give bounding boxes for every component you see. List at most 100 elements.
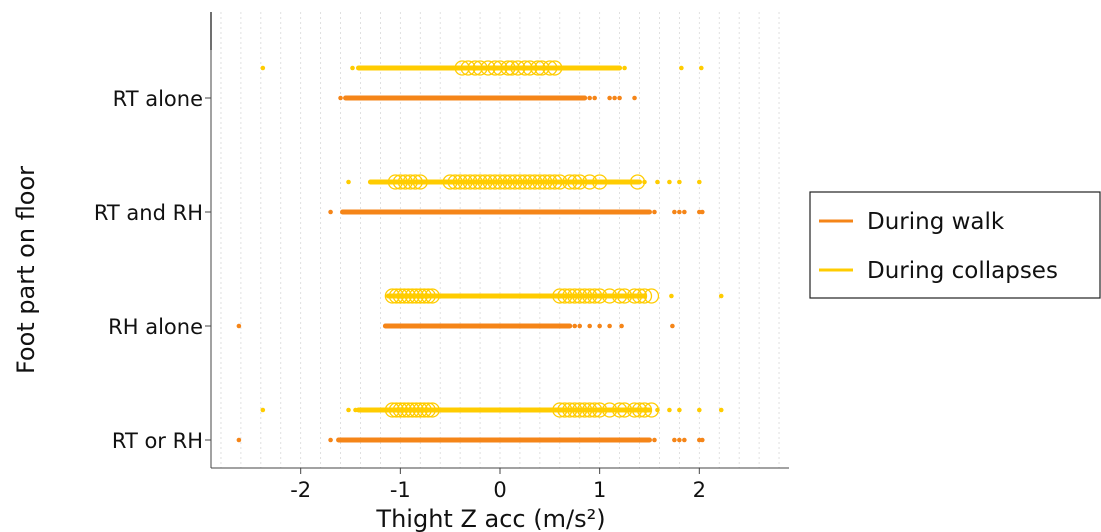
outlier-circle [457,174,473,190]
outlier-circle [626,288,643,304]
outlier-circle [408,288,424,304]
outlier-circle [497,174,513,190]
outlier-circle [522,60,538,76]
data-point [655,179,660,185]
outlier-circle [392,174,408,190]
data-point [672,437,677,443]
outlier-circle [552,288,568,304]
data-point [677,179,682,185]
outlier-circle [502,174,518,190]
data-point [260,407,266,413]
outlier-circle [480,60,496,76]
legend-label-during-collapses: During collapses [867,258,1058,284]
outlier-circle [567,288,583,304]
outlier-circle [420,402,436,418]
outlier-circle [512,174,528,190]
outlier-circle [387,174,404,190]
series-during-collapses [260,60,724,418]
data-point [617,95,622,101]
data-point [667,407,672,413]
data-point [353,407,358,413]
x-axis-label: Thight Z acc (m/s²) [375,505,605,532]
data-point [587,95,592,101]
data-point [597,323,602,329]
outlier-circle [452,174,468,190]
y-tick-label: RT alone [113,87,203,111]
outlier-circle [467,174,483,190]
outlier-circle [611,402,628,418]
y-tick-label: RH alone [108,315,203,339]
data-point [612,95,617,101]
data-point [697,407,702,413]
outlier-circle [537,174,553,190]
outlier-circle [404,288,420,304]
outlier-circle [547,60,563,76]
outlier-circle [447,174,463,190]
data-point [700,209,705,215]
outlier-circle [557,402,573,418]
x-ticks: -2 -1 0 1 2 [290,468,706,502]
data-point [700,437,705,443]
data-point [718,407,724,413]
outlier-circle [384,402,401,418]
data-point [350,65,355,71]
outlier-circle [616,402,633,418]
data-point [699,65,704,71]
outlier-circle [412,402,428,418]
data-point [236,437,242,443]
outlier-circle [392,288,408,304]
x-tick-label: 0 [493,478,506,502]
outlier-circle [472,60,488,76]
outlier-circle [404,402,420,418]
outlier-circle [454,60,470,76]
outlier-circle [542,174,558,190]
data-point [236,323,242,329]
data-point [587,323,592,329]
data-point [652,209,657,215]
outlier-circle [416,402,432,418]
outlier-circle [631,288,648,304]
outlier-circle [552,402,568,418]
outlier-circle [396,402,412,418]
outlier-circle [400,402,416,418]
outlier-circle [572,402,588,418]
outlier-circle [562,288,578,304]
data-point [672,209,677,215]
outlier-circle [587,402,603,418]
outlier-circle [517,174,533,190]
data-point [346,179,351,185]
outlier-circle [442,174,458,190]
outlier-circle [643,402,660,418]
outlier-circle [601,402,618,418]
data-point [328,437,333,443]
legend: During walk During collapses [809,191,1101,299]
grid-lines [220,12,780,468]
data-point [592,95,597,101]
data-point [607,323,612,329]
outlier-circle [611,288,628,304]
outlier-circle [388,402,405,418]
outlier-circle [592,174,608,190]
outlier-circle [424,288,440,304]
outlier-circle [392,402,408,418]
outlier-circle [636,288,653,304]
outlier-circle [636,402,653,418]
outlier-circle [592,402,608,418]
outlier-circle [492,174,508,190]
data-point [677,437,682,443]
series-during-walk [236,95,705,443]
outlier-circle [482,174,498,190]
data-point [572,323,578,329]
data-point [260,65,266,71]
y-ticks: RT alone RT and RH RH alone RT or RH [94,87,211,453]
outlier-circle [631,402,648,418]
outlier-circle [582,288,598,304]
outlier-circle [643,288,660,304]
data-point [697,179,702,185]
outlier-circle [582,402,598,418]
outlier-circle [534,60,550,76]
outlier-circle [477,174,493,190]
data-point [669,293,674,299]
outlier-circle [572,288,588,304]
data-point [652,437,657,443]
